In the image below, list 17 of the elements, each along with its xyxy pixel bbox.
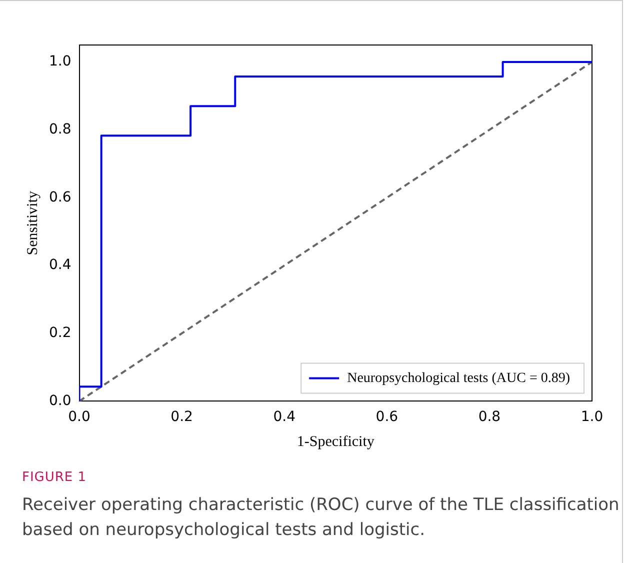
y-tick-label: 1.0: [49, 54, 72, 70]
x-tick-label: 0.6: [376, 409, 398, 426]
text: Receiver operating characteristic (ROC) curve of the TLE classification based on neuropsychological tests and logistic.: [22, 494, 620, 542]
x-axis-title: 1-Specificity: [296, 434, 375, 450]
x-tick-label: 0.0: [68, 409, 90, 426]
y-tick-label: 0.4: [49, 257, 72, 274]
y-tick-label: 0.8: [49, 121, 72, 138]
y-tick-label: 0.6: [49, 189, 72, 206]
y-tick-label: 0.2: [49, 324, 72, 341]
legend-label: Neuropsychological tests (AUC = 0.89): [347, 370, 570, 386]
y-tick-label: 0.0: [49, 392, 72, 409]
x-tick-label: 0.4: [273, 409, 296, 426]
x-tick-label: 1.0: [580, 409, 604, 426]
y-axis-title: Sensitivity: [24, 190, 41, 256]
x-tick-label: 0.2: [170, 409, 193, 426]
x-tick-label: 0.8: [478, 409, 501, 426]
caption: FIGURE 1: [22, 470, 87, 485]
